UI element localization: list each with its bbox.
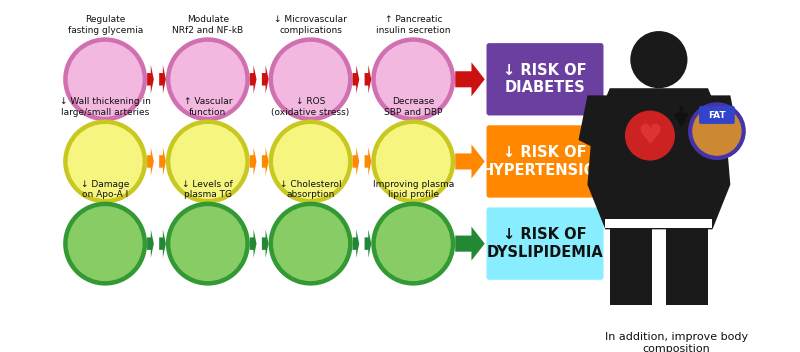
- Text: ↓ RISK OF
DYSLIPIDEMIA: ↓ RISK OF DYSLIPIDEMIA: [486, 227, 603, 260]
- Ellipse shape: [166, 37, 250, 121]
- Polygon shape: [365, 147, 371, 176]
- Ellipse shape: [63, 37, 147, 121]
- Polygon shape: [587, 88, 730, 230]
- Circle shape: [630, 31, 687, 88]
- Polygon shape: [365, 230, 371, 258]
- FancyBboxPatch shape: [486, 43, 603, 115]
- FancyBboxPatch shape: [486, 207, 603, 280]
- Text: ↓ Cholesterol
absorption: ↓ Cholesterol absorption: [280, 180, 342, 199]
- Ellipse shape: [371, 119, 455, 203]
- Text: ↓ RISK OF
DIABETES: ↓ RISK OF DIABETES: [503, 63, 587, 95]
- Ellipse shape: [170, 206, 246, 281]
- FancyBboxPatch shape: [699, 106, 734, 124]
- Polygon shape: [147, 65, 154, 94]
- Ellipse shape: [68, 124, 142, 199]
- Ellipse shape: [170, 124, 246, 199]
- Ellipse shape: [68, 42, 142, 117]
- Ellipse shape: [269, 119, 353, 203]
- Ellipse shape: [371, 202, 455, 285]
- Text: ↑ Pancreatic
insulin secretion: ↑ Pancreatic insulin secretion: [376, 15, 450, 34]
- Ellipse shape: [63, 119, 147, 203]
- Polygon shape: [262, 147, 269, 176]
- Polygon shape: [610, 222, 652, 305]
- Text: ↓ Levels of
plasma TG: ↓ Levels of plasma TG: [182, 180, 234, 199]
- Ellipse shape: [63, 202, 147, 285]
- Polygon shape: [262, 230, 269, 258]
- Text: FAT: FAT: [708, 111, 726, 120]
- Circle shape: [625, 111, 675, 161]
- Ellipse shape: [371, 37, 455, 121]
- Polygon shape: [455, 227, 485, 260]
- Ellipse shape: [269, 202, 353, 285]
- Text: ↓ Wall thickening in
large/small arteries: ↓ Wall thickening in large/small arterie…: [60, 98, 150, 117]
- Polygon shape: [250, 147, 257, 176]
- Text: ↓ Damage
on Apo-A I: ↓ Damage on Apo-A I: [81, 180, 130, 199]
- Polygon shape: [250, 230, 257, 258]
- Polygon shape: [353, 65, 359, 94]
- Ellipse shape: [376, 124, 450, 199]
- Text: ♥: ♥: [638, 121, 662, 150]
- Polygon shape: [159, 65, 166, 94]
- Text: ↓ ROS
(oxidative stress): ↓ ROS (oxidative stress): [271, 98, 350, 117]
- Polygon shape: [262, 65, 269, 94]
- Ellipse shape: [68, 206, 142, 281]
- Text: Decrease
SBP and DBP: Decrease SBP and DBP: [384, 98, 442, 117]
- Polygon shape: [455, 62, 485, 96]
- Polygon shape: [159, 230, 166, 258]
- Polygon shape: [147, 147, 154, 176]
- Text: ↑ Vascular
function: ↑ Vascular function: [183, 98, 232, 117]
- Polygon shape: [147, 230, 154, 258]
- Polygon shape: [606, 219, 713, 227]
- Ellipse shape: [376, 206, 450, 281]
- Polygon shape: [353, 230, 359, 258]
- Ellipse shape: [269, 37, 353, 121]
- Polygon shape: [666, 222, 708, 305]
- Ellipse shape: [166, 119, 250, 203]
- Ellipse shape: [166, 202, 250, 285]
- Text: ↓ Microvascular
complications: ↓ Microvascular complications: [274, 15, 347, 34]
- Ellipse shape: [170, 42, 246, 117]
- Polygon shape: [455, 144, 485, 178]
- Ellipse shape: [273, 124, 348, 199]
- Polygon shape: [159, 147, 166, 176]
- Ellipse shape: [273, 42, 348, 117]
- Polygon shape: [250, 65, 257, 94]
- FancyBboxPatch shape: [486, 125, 603, 197]
- Text: ↓ RISK OF
HYPERTENSION: ↓ RISK OF HYPERTENSION: [482, 145, 609, 178]
- Text: Improving plasma
lipid profile: Improving plasma lipid profile: [373, 180, 454, 199]
- Ellipse shape: [273, 206, 348, 281]
- Polygon shape: [353, 147, 359, 176]
- Text: In addition, improve body
composition: In addition, improve body composition: [605, 332, 748, 352]
- Polygon shape: [578, 95, 610, 149]
- Text: Modulate
NRf2 and NF-kB: Modulate NRf2 and NF-kB: [172, 15, 243, 34]
- Circle shape: [690, 104, 744, 158]
- Polygon shape: [708, 95, 739, 149]
- Ellipse shape: [376, 42, 450, 117]
- Polygon shape: [365, 65, 371, 94]
- Text: Regulate
fasting glycemia: Regulate fasting glycemia: [67, 15, 142, 34]
